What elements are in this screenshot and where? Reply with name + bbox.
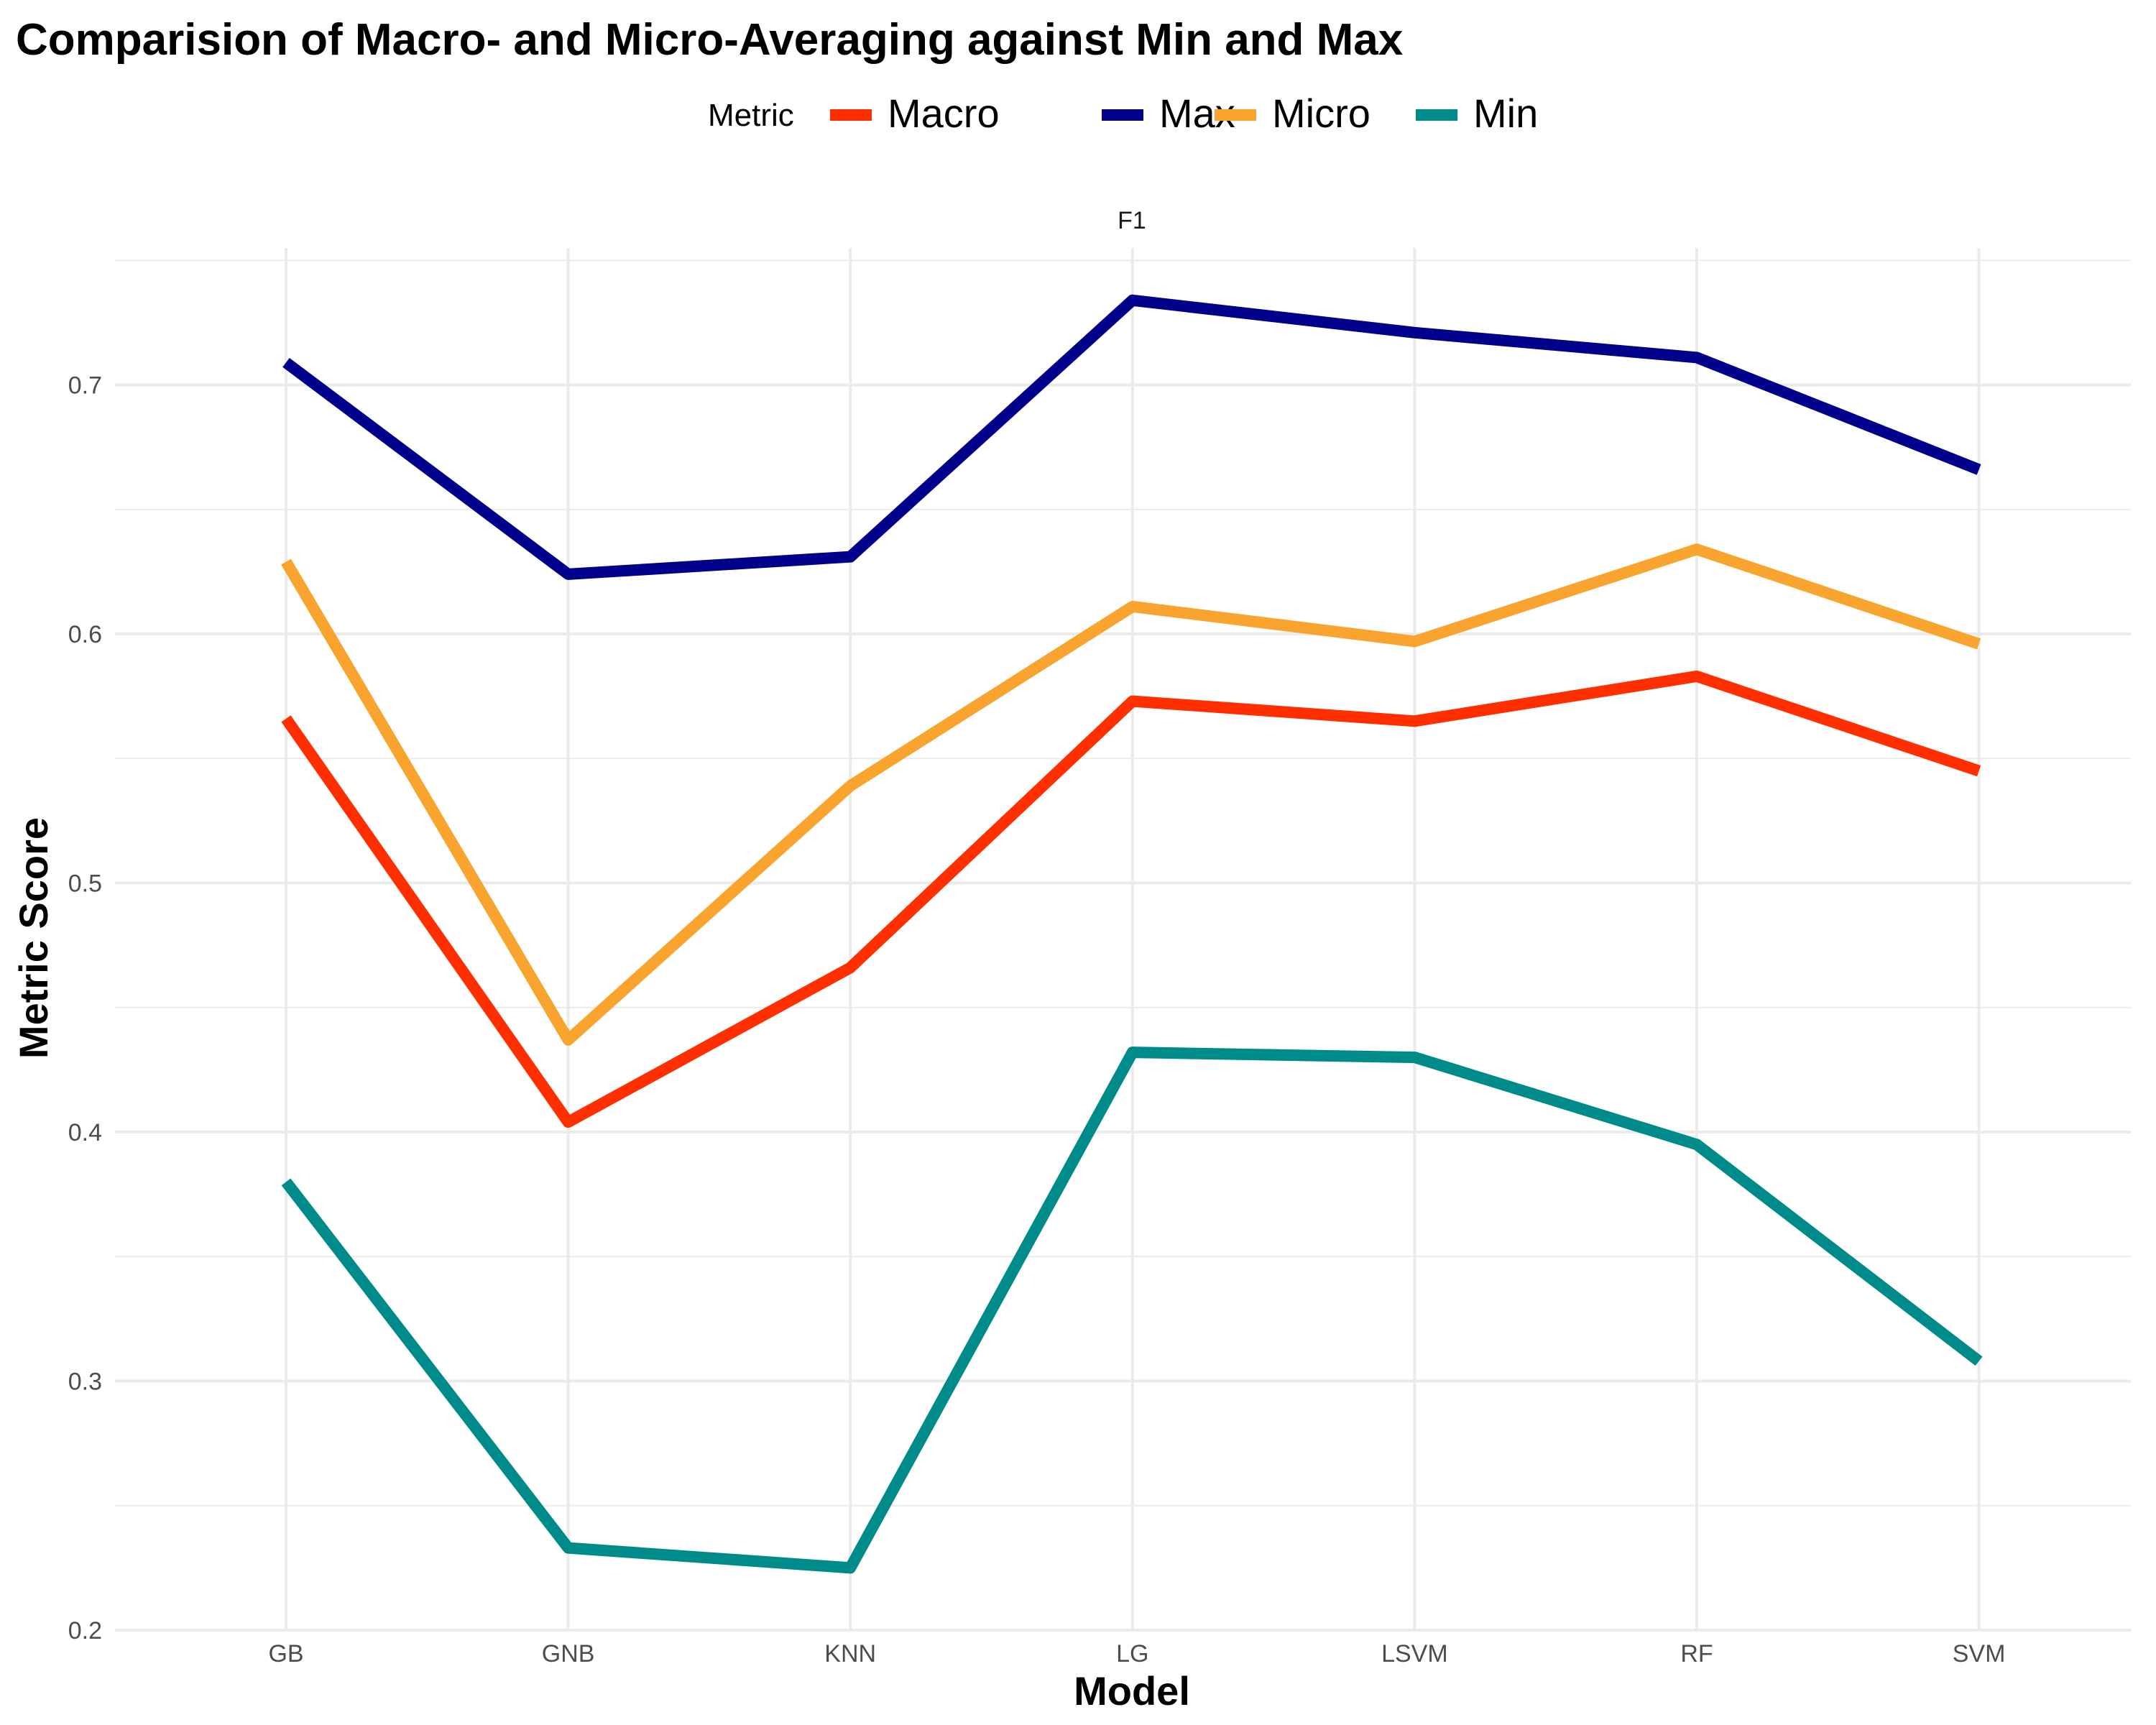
y-tick-label: 0.2 <box>68 1617 102 1644</box>
y-tick-label: 0.6 <box>68 621 102 648</box>
grid <box>115 248 2131 1632</box>
x-axis-title: Model <box>1074 1668 1190 1714</box>
legend-title: Metric <box>708 98 794 133</box>
legend-label-macro: Macro <box>888 91 1000 136</box>
x-tick-label: RF <box>1680 1640 1713 1668</box>
x-tick-label: LG <box>1116 1640 1148 1668</box>
x-axis-ticks: GB GNB KNN LG LSVM RF SVM <box>268 1640 2005 1668</box>
y-axis-title: Metric Score <box>11 817 56 1059</box>
y-axis-ticks: 0.2 0.3 0.4 0.5 0.6 0.7 <box>68 372 102 1644</box>
series-lines <box>281 294 1983 1574</box>
y-tick-label: 0.3 <box>68 1368 102 1396</box>
facet-label: F1 <box>1118 207 1146 234</box>
legend-label-min: Min <box>1473 91 1538 136</box>
y-tick-label: 0.7 <box>68 372 102 400</box>
series-line-min <box>281 1046 1983 1574</box>
x-tick-label: GNB <box>542 1640 595 1668</box>
x-tick-label: GB <box>268 1640 303 1668</box>
y-tick-label: 0.4 <box>68 1119 102 1146</box>
series-line-macro <box>281 670 1981 1128</box>
x-tick-label: SVM <box>1953 1640 2006 1668</box>
y-tick-label: 0.5 <box>68 870 102 898</box>
series-line-max <box>282 294 1981 580</box>
chart-title: Comparision of Macro- and Micro-Averagin… <box>16 15 1404 65</box>
legend-label-micro: Micro <box>1272 91 1370 136</box>
x-tick-label: KNN <box>824 1640 876 1668</box>
series-line-micro <box>281 543 1981 1046</box>
legend: Metric Macro Max Micro Min <box>708 91 1538 136</box>
x-tick-label: LSVM <box>1381 1640 1448 1668</box>
